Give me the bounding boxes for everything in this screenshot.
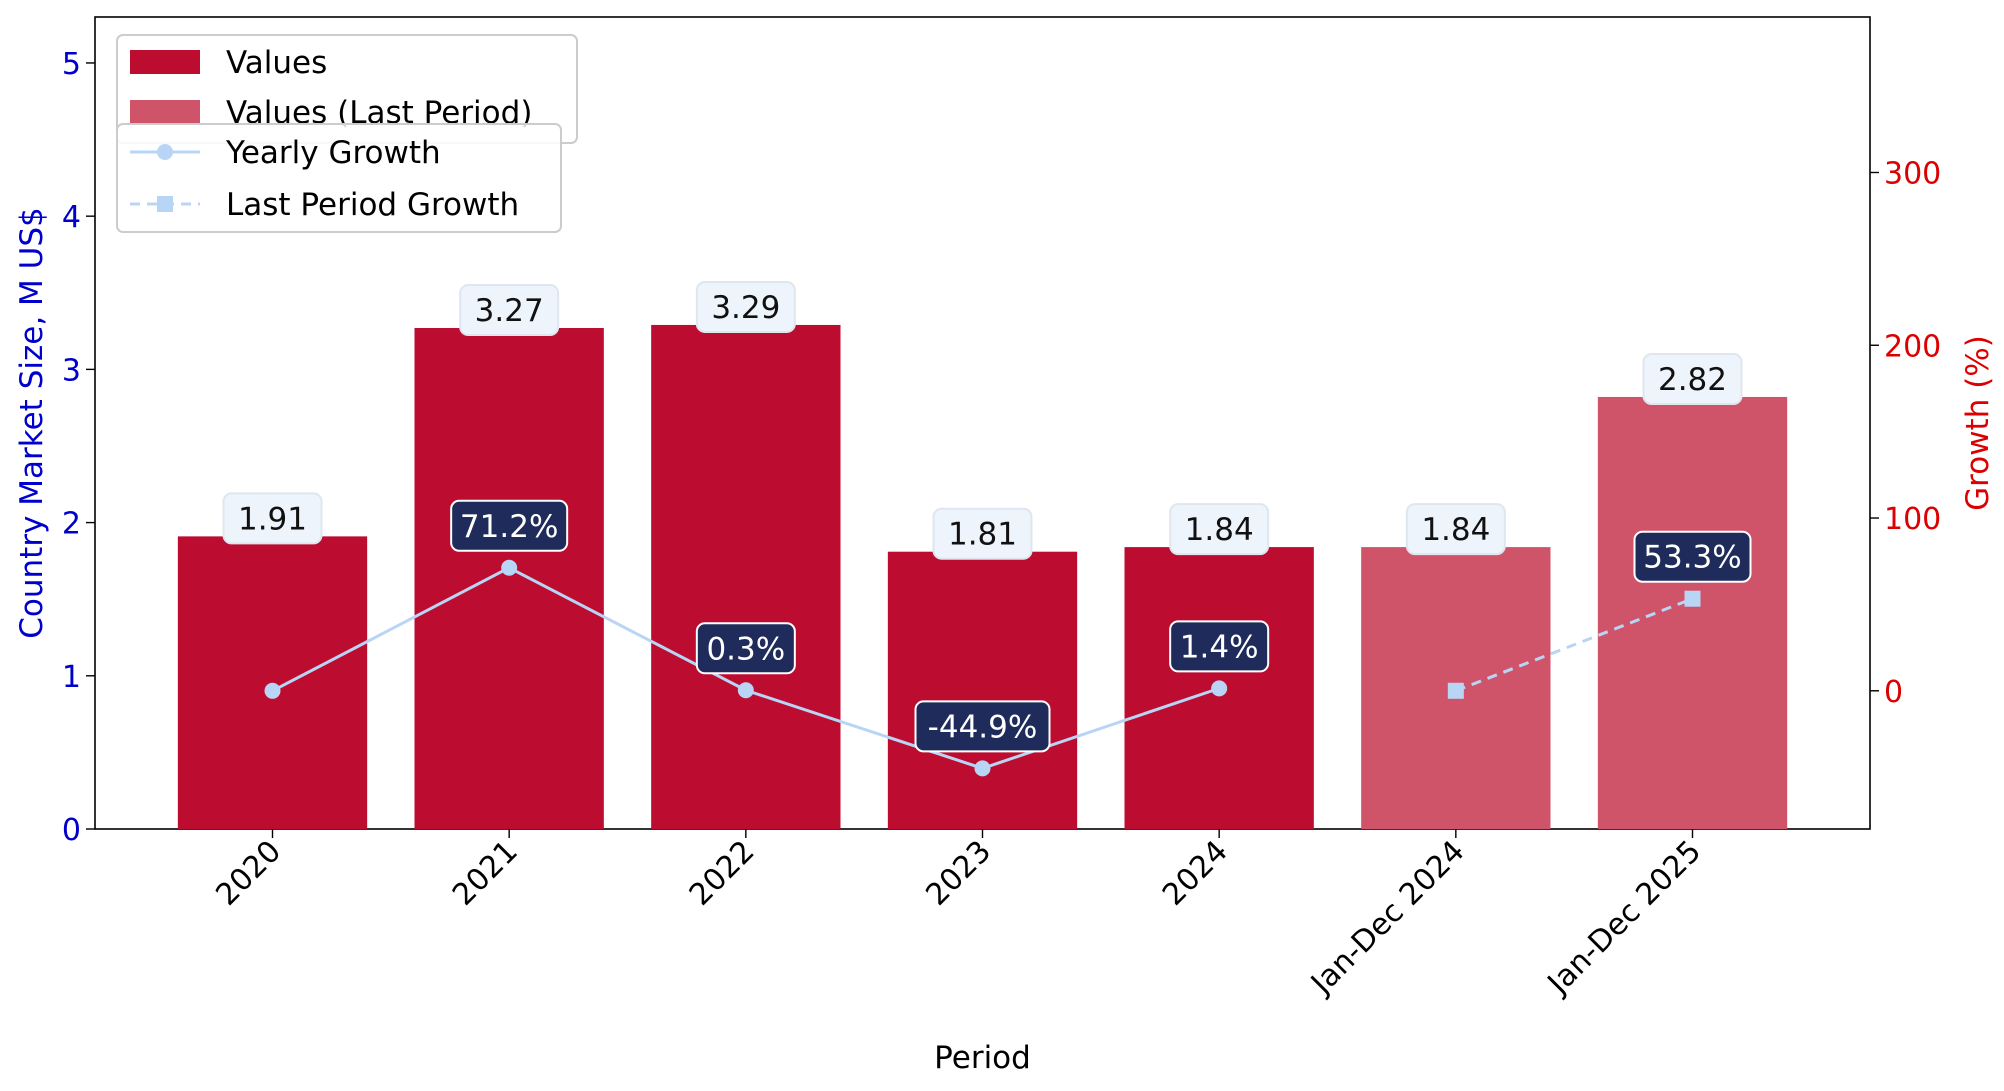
x-tick-label-3: 2023: [919, 834, 998, 913]
yearly-growth-label-1-box: [450, 499, 569, 552]
yearly-growth-point-2: [737, 682, 754, 699]
yearly-growth-point-3: [974, 760, 991, 777]
legend-bar-swatch-0: [130, 50, 200, 74]
value-label-6-text: 2.82: [1658, 362, 1727, 398]
legend-bar-label-0: Values: [226, 45, 327, 81]
legend-line-marker-1: [157, 196, 173, 212]
yearly-growth-point-1: [501, 559, 518, 576]
y-left-tick-label-1: 1: [62, 660, 81, 695]
last-period-growth-line: [1455, 597, 1694, 693]
y-axis-title-left: Country Market Size, M US$: [14, 207, 50, 638]
y-right-tick-label-0: 0: [1884, 675, 1903, 710]
value-label-2: 3.29: [695, 280, 796, 333]
last-period-growth-point-0: [1447, 682, 1464, 699]
value-label-2-text: 3.29: [711, 290, 780, 326]
value-label-1-box: [459, 284, 560, 337]
y-left-tick-label-0: 0: [62, 813, 81, 848]
legend-line-label-1: Last Period Growth: [226, 187, 519, 223]
y-left-tick-label-2: 2: [62, 507, 81, 542]
yearly-growth-label-3-text: -44.9%: [928, 709, 1038, 745]
value-label-0-text: 1.91: [238, 501, 307, 537]
yearly-growth-point-0: [264, 682, 281, 699]
value-label-1-text: 3.27: [475, 293, 544, 329]
yearly-growth-label-3-box: [914, 700, 1051, 753]
x-tick-label-6: Jan-Dec 2025: [1540, 834, 1708, 1002]
x-tick-label-5: Jan-Dec 2024: [1303, 834, 1471, 1002]
x-tick-label-1: 2021: [446, 834, 525, 913]
bar-6: [1597, 396, 1788, 829]
bar-1: [414, 328, 604, 829]
value-label-5: 1.84: [1405, 503, 1506, 556]
value-label-3: 1.81: [932, 507, 1033, 560]
yearly-growth-label-2-text: 0.3%: [706, 631, 785, 667]
yearly-growth-label-2-box: [695, 622, 796, 675]
value-label-4-box: [1169, 503, 1270, 556]
last-period-growth-point-1: [1684, 590, 1701, 607]
y-axis-title-right: Growth (%): [1960, 335, 1996, 511]
legend-lines-frame: [116, 123, 562, 233]
yearly-growth-label-3: -44.9%: [914, 700, 1051, 753]
value-label-3-text: 1.81: [948, 517, 1017, 553]
yearly-growth-label-1-text: 71.2%: [460, 509, 558, 545]
value-label-3-box: [932, 507, 1033, 560]
legend-lines: Yearly Growth Last Period Growth: [116, 123, 562, 233]
x-tick-label-2: 2022: [683, 834, 762, 913]
yearly-growth-label-4-text: 1.4%: [1180, 629, 1259, 665]
bar-2: [651, 324, 841, 829]
value-label-5-text: 1.84: [1421, 512, 1490, 548]
x-tick-label-0: 2020: [209, 834, 288, 913]
y-left-tick-label-4: 4: [62, 200, 81, 235]
value-label-1: 3.27: [459, 284, 560, 337]
last-period-growth-label-1: 53.3%: [1633, 530, 1752, 583]
bar-3: [887, 551, 1078, 829]
yearly-growth-point-4: [1211, 680, 1228, 697]
x-axis-title: Period: [934, 1040, 1031, 1076]
value-label-0-box: [222, 492, 323, 545]
value-label-2-box: [695, 280, 796, 333]
value-label-6-box: [1642, 352, 1743, 405]
legend-line-marker-0: [157, 144, 173, 160]
y-left-tick-label-5: 5: [62, 47, 81, 82]
last-period-growth-label-1-box: [1633, 530, 1752, 583]
value-label-6: 2.82: [1642, 352, 1743, 405]
value-label-0: 1.91: [222, 492, 323, 545]
y-right-tick-label-1: 100: [1884, 502, 1941, 537]
legend-line-label-0: Yearly Growth: [225, 135, 441, 171]
y-right-tick-label-2: 200: [1884, 329, 1941, 364]
x-tick-label-4: 2024: [1156, 834, 1235, 913]
value-label-5-box: [1405, 503, 1506, 556]
y-right-tick-label-3: 300: [1884, 156, 1941, 191]
y-left-tick-label-3: 3: [62, 353, 81, 388]
value-label-4-text: 1.84: [1185, 512, 1254, 548]
yearly-growth-label-2: 0.3%: [695, 622, 796, 675]
yearly-growth-label-4: 1.4%: [1169, 620, 1270, 673]
yearly-growth-label-1: 71.2%: [450, 499, 569, 552]
bar-0: [177, 536, 368, 829]
legend-bar-swatch-1: [130, 100, 200, 124]
last-period-growth-label-1-text: 53.3%: [1643, 540, 1741, 576]
yearly-growth-label-4-box: [1169, 620, 1270, 673]
value-label-4: 1.84: [1169, 503, 1270, 556]
